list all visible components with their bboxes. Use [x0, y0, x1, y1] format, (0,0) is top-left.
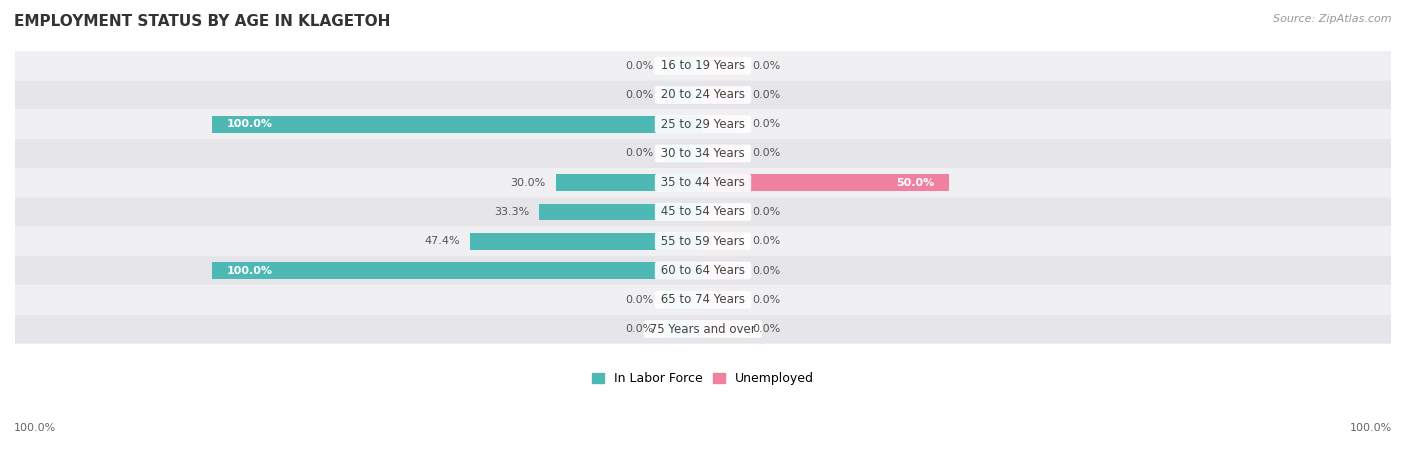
Bar	[664, 87, 703, 103]
Text: 0.0%: 0.0%	[752, 324, 780, 334]
Text: 35 to 44 Years: 35 to 44 Years	[657, 176, 749, 189]
Text: 65 to 74 Years: 65 to 74 Years	[657, 293, 749, 306]
FancyBboxPatch shape	[15, 198, 1391, 227]
Text: 0.0%: 0.0%	[752, 148, 780, 158]
Bar	[703, 291, 742, 308]
Text: 55 to 59 Years: 55 to 59 Years	[657, 235, 749, 248]
Bar	[703, 321, 742, 337]
FancyBboxPatch shape	[15, 227, 1391, 256]
Text: 0.0%: 0.0%	[752, 207, 780, 217]
Bar	[703, 174, 949, 191]
Bar	[664, 291, 703, 308]
Bar	[211, 262, 703, 279]
Text: Source: ZipAtlas.com: Source: ZipAtlas.com	[1274, 14, 1392, 23]
Text: 100.0%: 100.0%	[14, 423, 56, 433]
Text: 0.0%: 0.0%	[626, 324, 654, 334]
Bar	[703, 57, 742, 74]
Text: 100.0%: 100.0%	[1350, 423, 1392, 433]
Text: 0.0%: 0.0%	[752, 90, 780, 100]
Bar	[555, 174, 703, 191]
Text: 100.0%: 100.0%	[226, 119, 273, 129]
Text: EMPLOYMENT STATUS BY AGE IN KLAGETOH: EMPLOYMENT STATUS BY AGE IN KLAGETOH	[14, 14, 391, 28]
Bar	[703, 233, 742, 250]
Text: 0.0%: 0.0%	[752, 61, 780, 71]
Text: 47.4%: 47.4%	[425, 236, 460, 246]
FancyBboxPatch shape	[15, 139, 1391, 168]
FancyBboxPatch shape	[15, 168, 1391, 198]
Text: 45 to 54 Years: 45 to 54 Years	[657, 206, 749, 218]
Bar	[664, 321, 703, 337]
Text: 0.0%: 0.0%	[752, 236, 780, 246]
Bar	[470, 233, 703, 250]
Bar	[211, 116, 703, 133]
FancyBboxPatch shape	[15, 285, 1391, 314]
Text: 0.0%: 0.0%	[752, 119, 780, 129]
Bar	[703, 203, 742, 221]
Bar	[664, 57, 703, 74]
Bar	[664, 145, 703, 162]
FancyBboxPatch shape	[15, 110, 1391, 139]
Text: 33.3%: 33.3%	[495, 207, 530, 217]
Text: 60 to 64 Years: 60 to 64 Years	[657, 264, 749, 277]
Text: 50.0%: 50.0%	[896, 178, 934, 188]
FancyBboxPatch shape	[15, 256, 1391, 285]
Text: 75 Years and over: 75 Years and over	[647, 322, 759, 336]
Bar	[540, 203, 703, 221]
Bar	[703, 262, 742, 279]
Text: 25 to 29 Years: 25 to 29 Years	[657, 118, 749, 131]
Text: 0.0%: 0.0%	[626, 61, 654, 71]
Text: 30 to 34 Years: 30 to 34 Years	[657, 147, 749, 160]
Text: 0.0%: 0.0%	[626, 148, 654, 158]
Text: 100.0%: 100.0%	[226, 266, 273, 276]
Bar	[703, 87, 742, 103]
Text: 0.0%: 0.0%	[752, 295, 780, 305]
Bar	[703, 116, 742, 133]
Text: 0.0%: 0.0%	[626, 90, 654, 100]
Text: 20 to 24 Years: 20 to 24 Years	[657, 88, 749, 101]
Legend: In Labor Force, Unemployed: In Labor Force, Unemployed	[586, 367, 820, 390]
FancyBboxPatch shape	[15, 314, 1391, 344]
Text: 0.0%: 0.0%	[752, 266, 780, 276]
FancyBboxPatch shape	[15, 51, 1391, 80]
Text: 30.0%: 30.0%	[510, 178, 546, 188]
Bar	[703, 145, 742, 162]
Text: 0.0%: 0.0%	[626, 295, 654, 305]
FancyBboxPatch shape	[15, 80, 1391, 110]
Text: 16 to 19 Years: 16 to 19 Years	[657, 59, 749, 72]
